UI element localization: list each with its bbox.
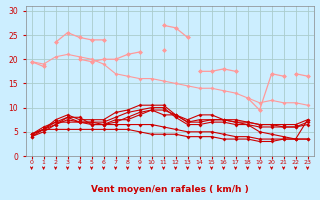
X-axis label: Vent moyen/en rafales ( km/h ): Vent moyen/en rafales ( km/h ) <box>91 185 248 194</box>
